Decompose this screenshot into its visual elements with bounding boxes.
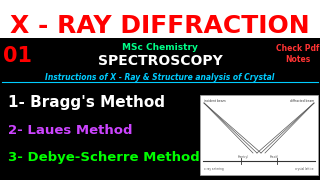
Text: θ(entry): θ(entry) [238,155,250,159]
Text: Instructions of X - Ray & Structure analysis of Crystal: Instructions of X - Ray & Structure anal… [45,73,275,82]
FancyBboxPatch shape [0,0,320,38]
Text: crystal lattice: crystal lattice [295,167,314,171]
FancyBboxPatch shape [200,95,318,175]
Text: SPECTROSCOPY: SPECTROSCOPY [98,54,222,68]
Text: incident beam: incident beam [204,99,226,103]
Text: 01: 01 [4,46,33,66]
Text: 3- Debye-Scherre Method: 3- Debye-Scherre Method [8,150,200,163]
Text: diffracted beam: diffracted beam [290,99,314,103]
Text: x-ray entering: x-ray entering [204,167,224,171]
Text: X - RAY DIFFRACTION: X - RAY DIFFRACTION [10,14,310,38]
Text: θ(exit): θ(exit) [269,155,279,159]
Text: 1- Bragg's Method: 1- Bragg's Method [8,96,165,111]
Text: 2- Laues Method: 2- Laues Method [8,123,132,136]
Text: MSc Chemistry: MSc Chemistry [122,44,198,53]
Text: Check Pdf
Notes: Check Pdf Notes [276,44,320,64]
